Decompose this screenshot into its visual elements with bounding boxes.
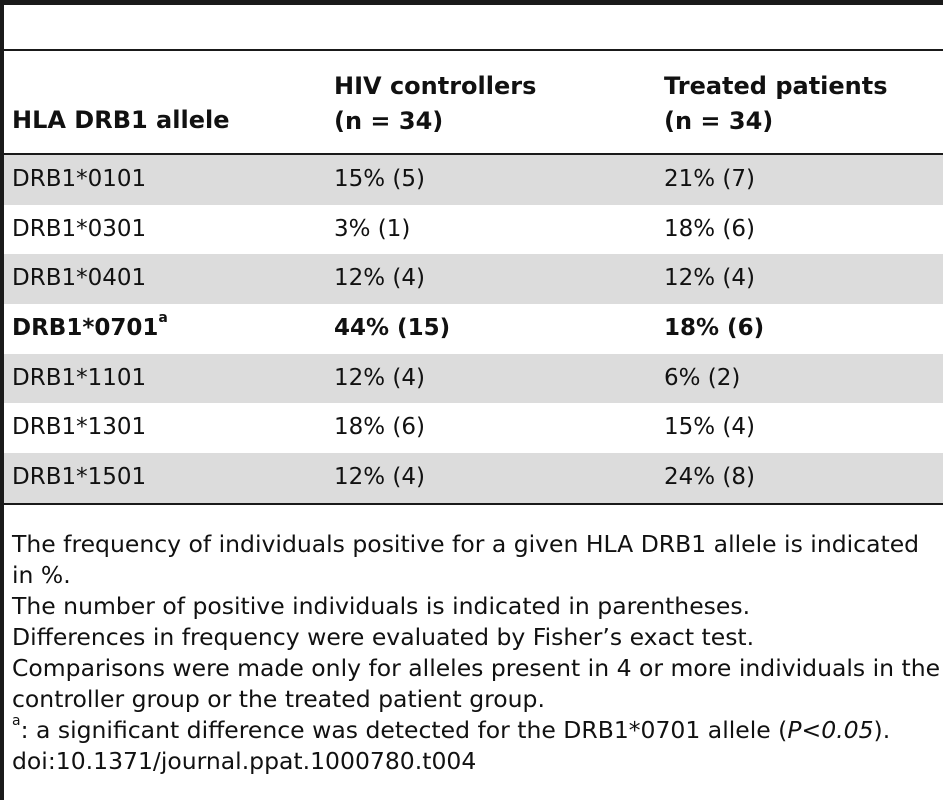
cell-treated: 21% (7) <box>664 166 756 192</box>
footnote-marker: a <box>12 713 21 730</box>
cell-treated: 18% (6) <box>664 215 756 242</box>
table-bottom-rule <box>4 503 943 505</box>
cell-controllers: 15% (5) <box>334 166 426 192</box>
header-controllers-n: (n = 34) <box>334 107 444 135</box>
cell-controllers: 44% (15) <box>334 315 451 342</box>
cell-treated: 15% (4) <box>664 414 756 441</box>
cell-allele: DRB1*1101 <box>12 354 146 404</box>
allele-footnote-marker: a <box>158 310 168 327</box>
header-treated: Treated patients (n = 34) <box>664 69 888 139</box>
table-doi: doi:10.1371/journal.ppat.1000780.t004 <box>12 747 477 775</box>
left-rule <box>0 0 4 800</box>
table-row: DRB1*1101 12% (4) 6% (2) <box>4 353 943 404</box>
header-controllers: HIV controllers (n = 34) <box>334 69 536 139</box>
footnote-significance: a: a significant difference was detected… <box>12 713 941 746</box>
allele-name: DRB1*0401 <box>12 265 147 292</box>
allele-name: DRB1*1501 <box>12 464 147 491</box>
header-treated-title: Treated patients <box>664 72 888 100</box>
footnote-significance-end: ). <box>873 716 891 744</box>
cell-allele: DRB1*1501 <box>12 453 146 503</box>
cell-treated: 6% (2) <box>664 364 741 391</box>
allele-name: DRB1*0101 <box>12 166 147 192</box>
header-treated-n: (n = 34) <box>664 107 774 135</box>
table-footnotes: The frequency of individuals positive fo… <box>12 529 941 777</box>
table-row: DRB1*1301 18% (6) 15% (4) <box>4 403 943 453</box>
footnote-p-value: P<0.05 <box>787 716 874 744</box>
cell-treated: 12% (4) <box>664 265 756 292</box>
cell-allele: DRB1*0701a <box>12 304 168 354</box>
cell-controllers: 12% (4) <box>334 464 426 491</box>
top-rule <box>0 0 943 5</box>
table-row: DRB1*1501 12% (4) 24% (8) <box>4 453 943 503</box>
table-top-rule <box>4 49 943 51</box>
cell-treated: 18% (6) <box>664 315 765 342</box>
cell-allele: DRB1*0401 <box>12 254 146 304</box>
table-row: DRB1*0701a 44% (15) 18% (6) <box>4 304 943 354</box>
cell-controllers: 18% (6) <box>334 414 426 441</box>
allele-name: DRB1*1101 <box>12 364 147 391</box>
allele-name: DRB1*0701 <box>12 315 159 342</box>
footnote-frequency: The frequency of individuals positive fo… <box>12 530 920 589</box>
header-controllers-title: HIV controllers <box>334 72 537 100</box>
table-header: HLA DRB1 allele HIV controllers (n = 34)… <box>4 51 943 153</box>
cell-allele: DRB1*0101 <box>12 155 146 205</box>
allele-name: DRB1*1301 <box>12 414 147 441</box>
cell-allele: DRB1*0301 <box>12 205 146 255</box>
footnote-fisher: Differences in frequency were evaluated … <box>12 623 755 651</box>
table-row: DRB1*0301 3% (1) 18% (6) <box>4 205 943 255</box>
footnote-comparisons: Comparisons were made only for alleles p… <box>12 654 941 713</box>
cell-controllers: 3% (1) <box>334 215 411 242</box>
cell-controllers: 12% (4) <box>334 364 426 391</box>
cell-allele: DRB1*1301 <box>12 403 146 453</box>
table-body: DRB1*0101 15% (5) 21% (7) DRB1*0301 3% (1) 18… <box>4 155 943 503</box>
cell-controllers: 12% (4) <box>334 265 426 292</box>
allele-name: DRB1*0301 <box>12 215 147 242</box>
cell-treated: 24% (8) <box>664 464 756 491</box>
header-allele: HLA DRB1 allele <box>12 106 230 134</box>
table-header-rule <box>4 153 943 155</box>
table-row: DRB1*0101 15% (5) 21% (7) <box>4 155 943 205</box>
footnote-significance-text: : a significant difference was detected … <box>20 716 788 744</box>
table-row: DRB1*0401 12% (4) 12% (4) <box>4 254 943 305</box>
footnote-parentheses: The number of positive individuals is in… <box>12 592 751 620</box>
